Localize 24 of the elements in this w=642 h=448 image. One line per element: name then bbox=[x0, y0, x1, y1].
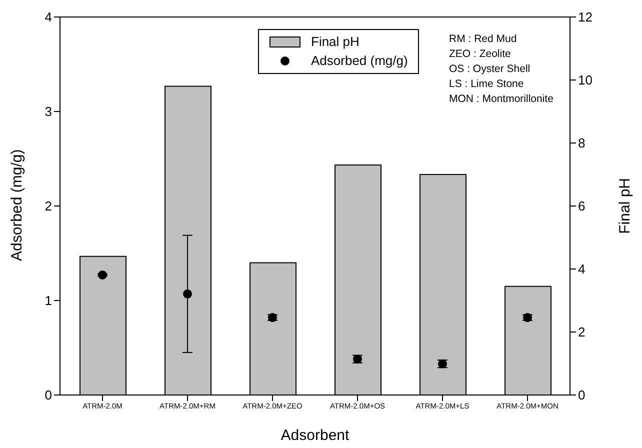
annotation: OS : Oyster Shell bbox=[449, 62, 532, 77]
y2-tick-label: 10 bbox=[578, 72, 592, 88]
y-tick-label: 4 bbox=[44, 10, 52, 25]
annotation: RM : Red Mud bbox=[449, 32, 518, 47]
legend-label: Adsorbed (mg/g) bbox=[311, 52, 408, 70]
y-tick-label: 3 bbox=[44, 104, 52, 120]
annotation: LS : Lime Stone bbox=[449, 77, 525, 92]
y-tick-label: 0 bbox=[44, 388, 52, 403]
y2-tick-label: 12 bbox=[578, 10, 592, 25]
x-axis-title: Adsorbent bbox=[280, 427, 350, 444]
y-tick-label: 2 bbox=[44, 198, 52, 214]
y-axis-title: Adsorbed (mg/g) bbox=[8, 149, 26, 261]
y2-tick-label: 4 bbox=[578, 262, 586, 277]
annotation: MON : Montmorillonite bbox=[449, 92, 554, 107]
annotation: ZEO : Zeolite bbox=[449, 47, 512, 62]
y-tick-label: 1 bbox=[44, 293, 52, 308]
point bbox=[98, 270, 107, 280]
y2-tick-label: 2 bbox=[578, 324, 586, 340]
point bbox=[183, 289, 192, 298]
y2-tick-label: 0 bbox=[578, 388, 586, 403]
y2-tick-label: 8 bbox=[578, 136, 586, 151]
y2-tick-label: 6 bbox=[578, 198, 586, 214]
y2-axis-title: Final pH bbox=[616, 178, 634, 234]
legend-label: Final pH bbox=[311, 33, 360, 51]
